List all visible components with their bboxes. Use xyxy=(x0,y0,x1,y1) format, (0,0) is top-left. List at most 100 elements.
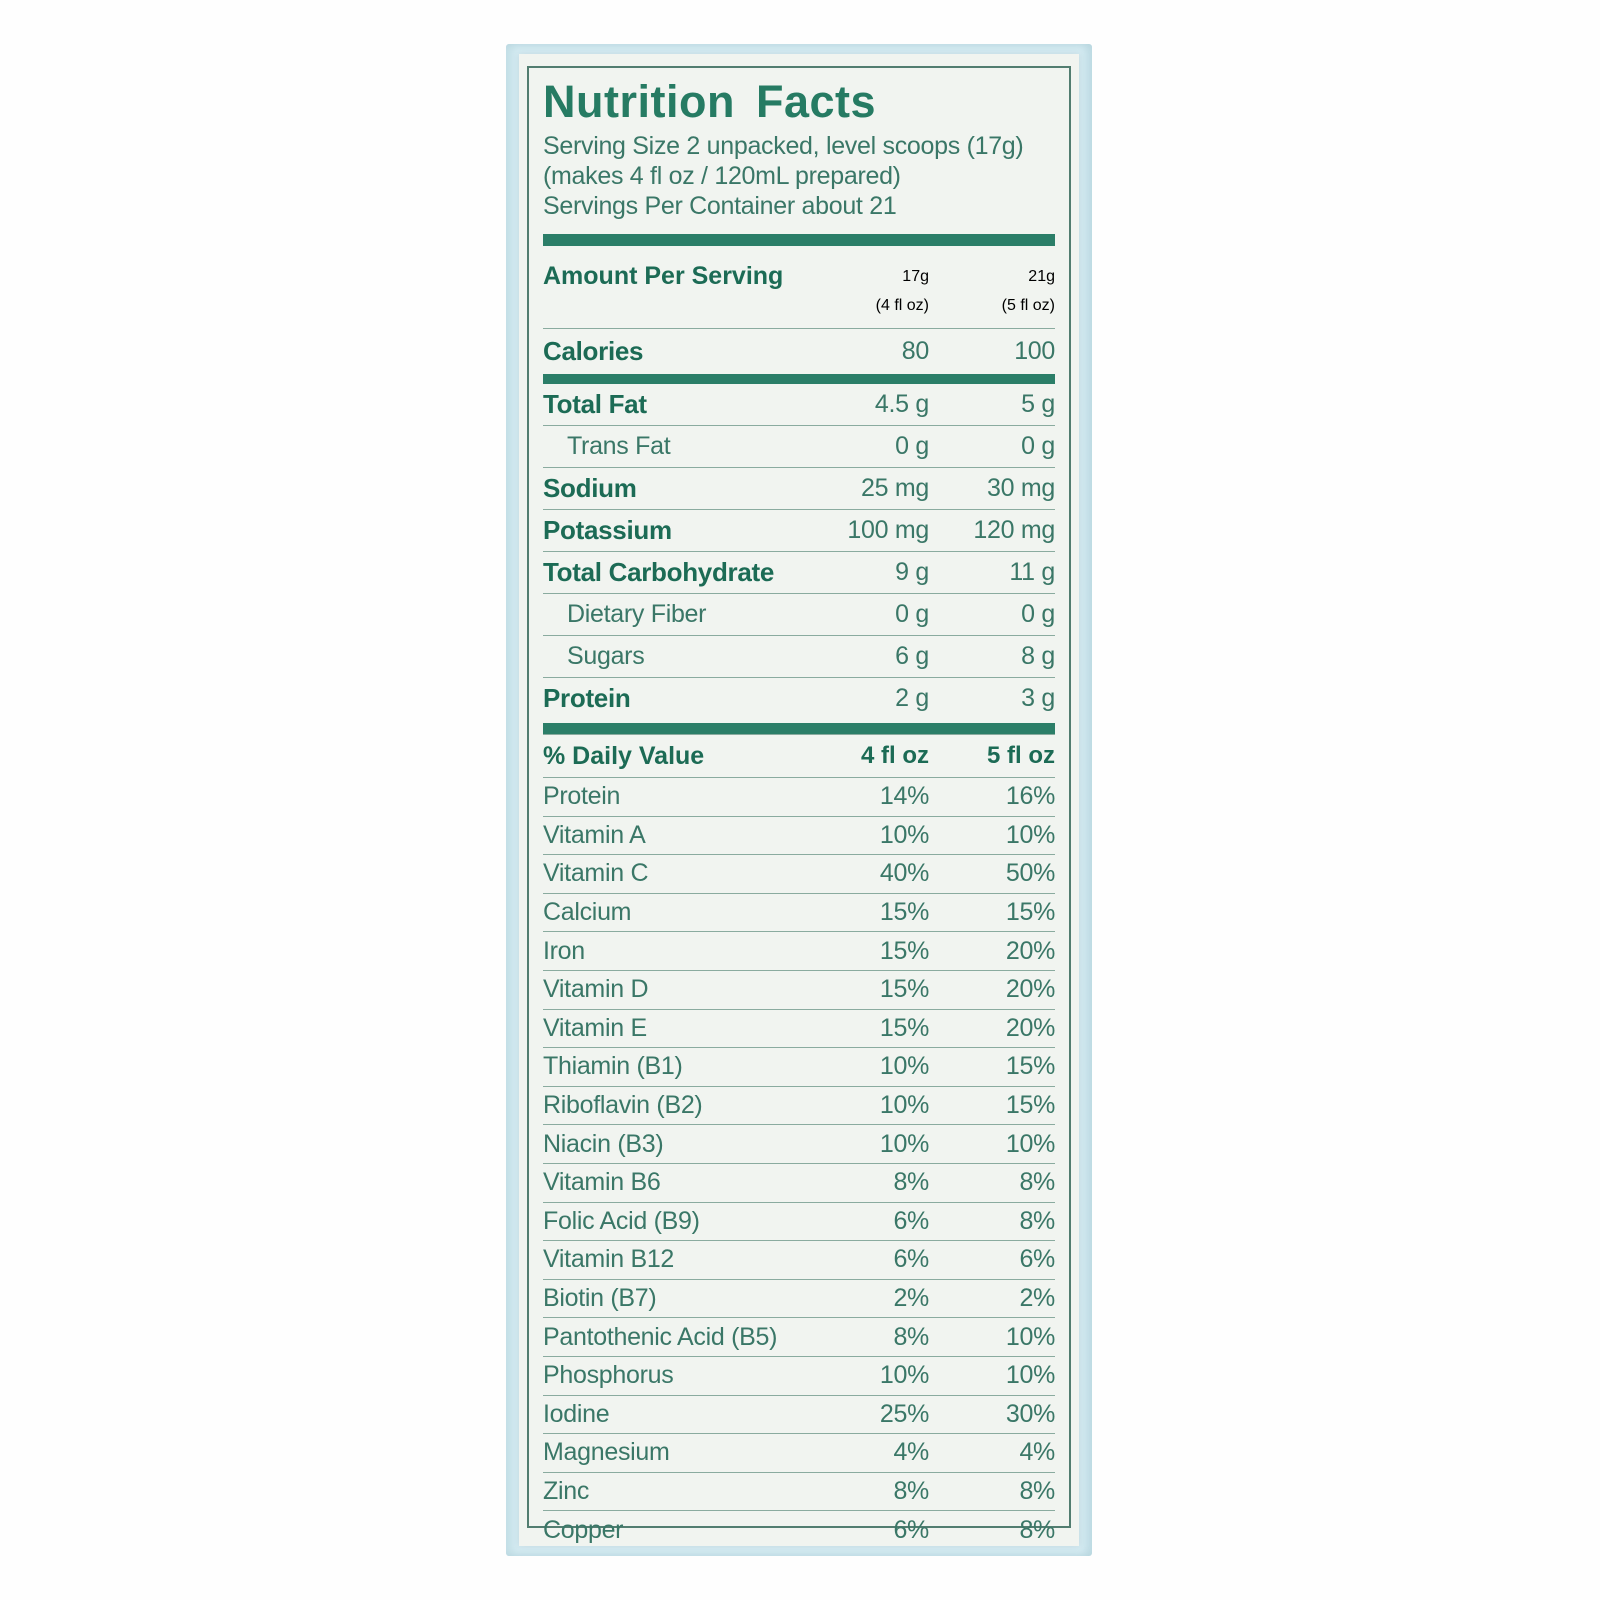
daily-value-row: Protein 14% 16% xyxy=(543,778,1055,817)
daily-value-row: Pantothenic Acid (B5) 8% 10% xyxy=(543,1318,1055,1357)
value-5floz: 4% xyxy=(1019,1438,1055,1467)
nutrient-label: Iodine xyxy=(543,1399,610,1428)
value-5floz: 3 g xyxy=(1021,684,1055,712)
value-5floz: 8% xyxy=(1019,1476,1055,1505)
nutrient-amount-table: Total Fat 4.5 g 5 g Trans Fat 0 g 0 g Sodium 25… xyxy=(543,384,1055,719)
value-5floz: 8% xyxy=(1019,1206,1055,1235)
nutrient-label: Total Fat xyxy=(543,389,647,419)
value-5floz: 30% xyxy=(1005,1399,1055,1428)
nutrient-label: Copper xyxy=(543,1515,624,1544)
value-4floz: 8% xyxy=(893,1476,929,1505)
nutrient-row: Dietary Fiber 0 g 0 g xyxy=(543,594,1055,636)
daily-value-row: Magnesium 4% 4% xyxy=(543,1434,1055,1473)
nutrient-row: Sodium 25 mg 30 mg xyxy=(543,468,1055,510)
label-title: Nutrition Facts xyxy=(543,76,877,127)
servings-per-container-line: Servings Per Container about 21 xyxy=(543,192,897,220)
daily-value-row: Vitamin B6 8% 8% xyxy=(543,1164,1055,1203)
value-4floz: 6% xyxy=(893,1206,929,1235)
daily-value-row: Vitamin C 40% 50% xyxy=(543,855,1055,894)
value-4floz: 6 g xyxy=(895,642,929,670)
value-4floz: 8% xyxy=(893,1322,929,1351)
value-5floz: 50% xyxy=(1005,859,1055,888)
daily-value-col1-header: 4 fl oz xyxy=(860,742,929,769)
serving-info: Serving Size 2 unpacked, level scoops (1… xyxy=(543,131,1055,221)
value-4floz: 15% xyxy=(879,898,929,927)
daily-value-label: % Daily Value xyxy=(543,741,705,770)
value-4floz: 8% xyxy=(893,1168,929,1197)
label-border-box: Nutrition Facts Serving Size 2 unpacked,… xyxy=(527,66,1071,1544)
value-4floz: 0 g xyxy=(895,432,929,460)
nutrient-label: Riboflavin (B2) xyxy=(543,1091,703,1120)
value-5floz: 15% xyxy=(1005,898,1055,927)
value-4floz: 15% xyxy=(879,1013,929,1042)
value-5floz: 30 mg xyxy=(987,474,1055,502)
nutrient-label: Iron xyxy=(543,936,585,965)
daily-value-table: Protein 14% 16% Vitamin A 10% 10% Vitamin C 40%… xyxy=(543,777,1055,1549)
nutrient-label: Vitamin A xyxy=(543,820,646,849)
value-5floz: 20% xyxy=(1005,936,1055,965)
value-4floz: 0 g xyxy=(895,600,929,628)
value-5floz: 0 g xyxy=(1021,600,1055,628)
nutrient-label: Total Carbohydrate xyxy=(543,557,775,587)
value-5floz: 11 g xyxy=(1009,558,1055,586)
value-5floz: 5 g xyxy=(1021,390,1055,418)
value-4floz: 6% xyxy=(893,1515,929,1544)
value-4floz: 10% xyxy=(879,1361,929,1390)
daily-value-row: Thiamin (B1) 10% 15% xyxy=(543,1048,1055,1087)
nutrient-label: Protein xyxy=(543,683,631,713)
nutrient-label: Phosphorus xyxy=(543,1361,674,1390)
value-5floz: 20% xyxy=(1005,1013,1055,1042)
nutrient-label: Pantothenic Acid (B5) xyxy=(543,1322,778,1351)
daily-value-row: Vitamin D 15% 20% xyxy=(543,971,1055,1010)
value-5floz: 8 g xyxy=(1021,642,1055,670)
daily-value-row: Copper 6% 8% xyxy=(543,1511,1055,1549)
divider-bar-daily-value xyxy=(543,723,1055,734)
serving-makes-line: (makes 4 fl oz / 120mL prepared) xyxy=(543,162,901,190)
nutrient-label: Niacin (B3) xyxy=(543,1129,664,1158)
value-5floz: 20% xyxy=(1005,975,1055,1004)
divider-bar-middle xyxy=(543,374,1055,384)
daily-value-row: Riboflavin (B2) 10% 15% xyxy=(543,1087,1055,1126)
value-5floz: 8% xyxy=(1019,1515,1055,1544)
nutrition-label: Nutrition Facts Serving Size 2 unpacked,… xyxy=(519,54,1079,1546)
daily-value-row: Calcium 15% 15% xyxy=(543,894,1055,933)
value-4floz: 15% xyxy=(879,936,929,965)
daily-value-row: Iron 15% 20% xyxy=(543,932,1055,971)
column2-grams: 21g xyxy=(1028,268,1055,285)
value-5floz: 120 mg xyxy=(973,516,1055,544)
value-4floz: 100 mg xyxy=(847,516,929,544)
calories-value-5floz: 100 xyxy=(1014,337,1055,365)
amount-per-serving-label: Amount Per Serving xyxy=(543,262,784,290)
value-5floz: 15% xyxy=(1005,1052,1055,1081)
value-4floz: 9 g xyxy=(895,558,929,586)
value-5floz: 15% xyxy=(1005,1091,1055,1120)
nutrient-row: Total Fat 4.5 g 5 g xyxy=(543,384,1055,426)
value-4floz: 10% xyxy=(879,1129,929,1158)
value-5floz: 6% xyxy=(1019,1245,1055,1274)
daily-value-row: Niacin (B3) 10% 10% xyxy=(543,1125,1055,1164)
nutrient-label: Vitamin C xyxy=(543,859,649,888)
daily-value-header: % Daily Value 4 fl oz 5 fl oz xyxy=(543,734,1055,777)
daily-value-row: Vitamin E 15% 20% xyxy=(543,1010,1055,1049)
column1-volume: (4 fl oz) xyxy=(875,297,929,314)
nutrient-label: Vitamin D xyxy=(543,975,649,1004)
nutrient-row: Sugars 6 g 8 g xyxy=(543,636,1055,678)
nutrient-label: Sodium xyxy=(543,473,637,503)
daily-value-row: Biotin (B7) 2% 2% xyxy=(543,1280,1055,1319)
calories-row: Calories 80 100 xyxy=(543,328,1055,374)
calories-label: Calories xyxy=(543,336,644,366)
divider-bar-top xyxy=(543,234,1055,246)
nutrient-label: Vitamin E xyxy=(543,1013,647,1042)
value-4floz: 4% xyxy=(893,1438,929,1467)
nutrient-row: Protein 2 g 3 g xyxy=(543,678,1055,719)
value-5floz: 0 g xyxy=(1021,432,1055,460)
column1-grams: 17g xyxy=(902,268,929,285)
nutrient-label: Biotin (B7) xyxy=(543,1284,657,1313)
nutrient-label: Trans Fat xyxy=(567,432,671,460)
value-4floz: 6% xyxy=(893,1245,929,1274)
value-4floz: 25 mg xyxy=(861,474,929,502)
daily-value-row: Iodine 25% 30% xyxy=(543,1396,1055,1435)
daily-value-col2-header: 5 fl oz xyxy=(986,742,1055,769)
nutrient-label: Dietary Fiber xyxy=(567,600,707,628)
daily-value-row: Vitamin A 10% 10% xyxy=(543,817,1055,856)
